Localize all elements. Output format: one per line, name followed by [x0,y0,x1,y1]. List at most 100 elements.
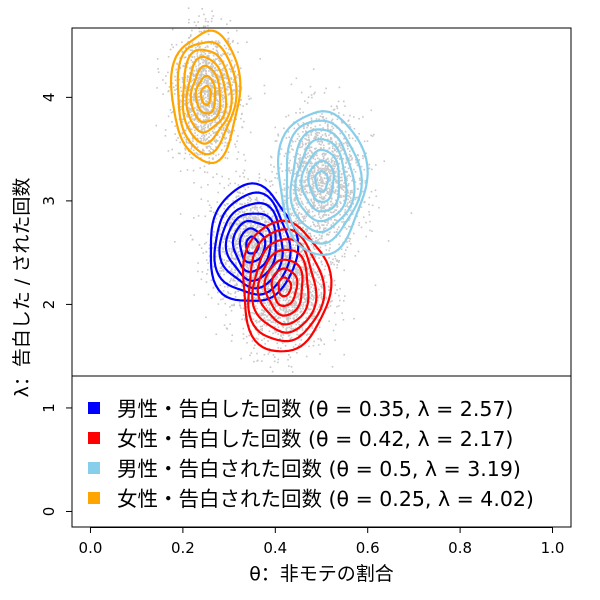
sample-point [285,251,288,254]
sample-point [276,299,279,301]
sample-point [242,314,245,316]
sample-point [302,308,304,310]
sample-point [282,293,284,296]
sample-point [235,282,238,285]
sample-point [309,155,312,158]
sample-point [304,301,306,303]
sample-point [364,201,366,203]
sample-point [237,280,239,282]
sample-point [194,107,196,109]
sample-point [268,204,270,206]
sample-point [304,184,307,187]
sample-point [301,322,303,324]
sample-point [260,278,263,280]
sample-point [210,279,213,281]
sample-point [265,255,268,257]
sample-point [297,344,300,347]
sample-point [212,153,215,155]
sample-point [301,297,303,299]
sample-point [229,221,231,224]
sample-point [263,228,265,231]
sample-point [291,371,294,373]
sample-point [214,112,216,114]
sample-point [289,356,292,359]
sample-point [239,255,242,258]
sample-point [273,360,276,363]
sample-point [266,276,269,279]
sample-point [298,320,300,323]
sample-point [274,291,276,293]
sample-point [210,297,213,299]
sample-point [241,284,243,286]
sample-point [288,309,290,311]
sample-point [259,250,262,252]
sample-point [297,163,299,166]
sample-point [226,144,228,147]
sample-point [271,301,273,303]
sample-point [236,223,239,226]
sample-point [312,221,314,223]
sample-point [286,285,289,287]
sample-point [325,168,327,171]
sample-point [328,143,331,145]
sample-point [301,261,304,264]
sample-point [230,234,232,237]
sample-point [304,162,307,165]
sample-point [323,92,326,94]
sample-point [271,217,273,220]
sample-point [270,251,273,253]
sample-point [294,207,296,210]
sample-point [320,295,323,298]
sample-point [218,136,221,138]
sample-point [311,130,314,133]
sample-point [309,291,311,293]
sample-point [199,118,201,120]
sample-point [318,143,320,145]
sample-point [254,253,257,255]
sample-point [272,302,275,304]
sample-point [266,240,269,243]
sample-point [200,77,202,80]
sample-point [340,194,342,197]
sample-point [284,274,287,277]
sample-point [292,192,295,195]
sample-point [283,195,286,197]
sample-point [194,101,197,103]
sample-point [293,302,296,304]
sample-point [282,299,285,301]
sample-point [349,126,352,128]
sample-point [229,218,231,221]
sample-point [223,145,226,147]
sample-point [308,285,310,288]
sample-point [335,170,337,173]
sample-point [237,213,239,215]
sample-point [246,235,249,237]
sample-point [207,109,209,111]
sample-point [272,215,274,218]
sample-point [253,206,256,208]
sample-point [343,137,345,140]
sample-point [297,223,299,225]
sample-point [233,65,236,68]
sample-point [260,226,263,228]
sample-point [276,245,279,247]
sample-point [282,334,285,336]
sample-point [203,29,205,32]
sample-point [245,232,247,234]
sample-point [286,302,288,305]
sample-point [273,313,275,315]
sample-point [239,304,241,306]
sample-point [309,272,312,274]
sample-point [242,218,245,220]
sample-point [235,247,238,249]
sample-point [247,259,250,261]
sample-point [263,277,265,279]
sample-point [193,122,195,125]
sample-point [285,283,288,285]
sample-point [329,138,332,141]
sample-point [369,229,371,232]
sample-point [334,292,337,295]
sample-point [277,297,280,300]
sample-point [187,7,190,9]
sample-point [271,273,274,276]
